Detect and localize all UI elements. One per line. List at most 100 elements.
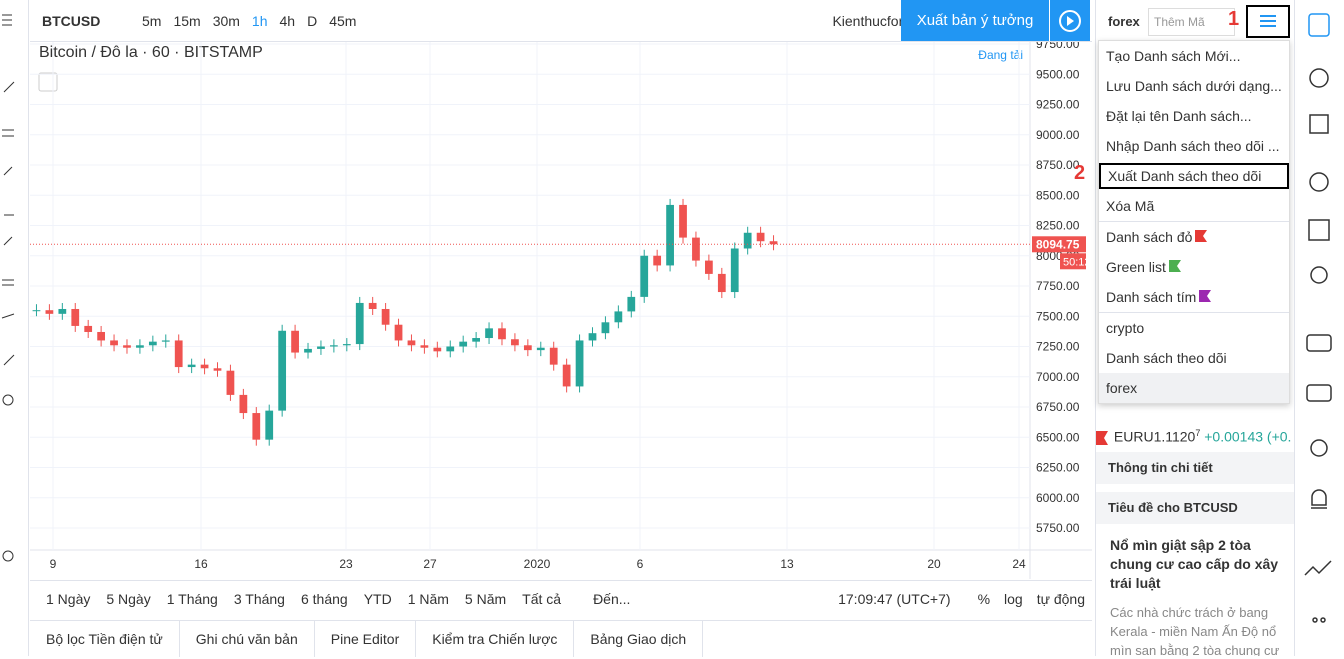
menu-item[interactable]: Xuất Danh sách theo dõi: [1099, 163, 1289, 189]
tool-icons: [1, 14, 15, 562]
menu-item[interactable]: Đặt lại tên Danh sách...: [1099, 101, 1289, 131]
marker: 1: [1228, 8, 1240, 30]
drawing-toolbar: [0, 0, 29, 656]
candle: [110, 340, 118, 346]
scale-option[interactable]: log: [1004, 590, 1023, 607]
menu-item-label: Danh sách đỏ: [1106, 229, 1193, 245]
news-header[interactable]: Tiêu đề cho BTCUSD: [1096, 492, 1294, 524]
tab[interactable]: Pine Editor: [315, 621, 417, 657]
interval[interactable]: 15m: [173, 12, 201, 29]
x-tick-label: 23: [339, 557, 353, 571]
candle: [265, 410, 274, 440]
menu-item-label: forex: [1106, 380, 1138, 396]
watchlist-name[interactable]: forex: [1108, 14, 1140, 29]
interval[interactable]: 30m: [212, 12, 240, 29]
bottom-tabs: Bộ lọc Tiền điện tử Ghi chú văn bản Pine E…: [30, 620, 1092, 657]
candle: [32, 310, 41, 312]
menu-item-label: Xóa Mã: [1106, 198, 1155, 214]
play-button[interactable]: [1050, 0, 1090, 41]
range[interactable]: YTD: [363, 590, 392, 607]
range[interactable]: 1 Ngày: [46, 590, 91, 607]
range[interactable]: 6 tháng: [300, 590, 348, 607]
scale-option[interactable]: tự động: [1036, 590, 1085, 607]
tab[interactable]: Bảng Giao dịch: [574, 621, 704, 657]
menu-item[interactable]: Green list: [1099, 252, 1289, 282]
news-body: Các nhà chức trách ở bang Kerala - miền …: [1110, 605, 1280, 656]
menu-item[interactable]: crypto: [1099, 312, 1289, 343]
range[interactable]: 5 Năm: [464, 590, 507, 607]
range[interactable]: 5 Ngày: [106, 590, 151, 607]
menu-item[interactable]: forex: [1099, 373, 1289, 403]
y-tick-label: 8750.00: [1036, 158, 1080, 172]
candle: [213, 368, 222, 371]
range[interactable]: Tất cả: [522, 590, 562, 607]
menu-item[interactable]: Danh sách đỏ: [1099, 221, 1289, 252]
last-price-box: [1032, 236, 1086, 253]
candle: [239, 394, 248, 414]
watchlist-menu-button[interactable]: [1246, 5, 1290, 38]
range[interactable]: 3 Tháng: [233, 590, 285, 607]
candle: [769, 241, 778, 245]
watchlist-row[interactable]: EURU1.11207 +0.00143 (+0.: [1096, 420, 1294, 446]
menu-item[interactable]: Danh sách theo dõi: [1099, 343, 1289, 373]
menu-item[interactable]: Lưu Danh sách dưới dạng...: [1099, 71, 1289, 101]
candle: [588, 333, 597, 341]
x-tick-label: 27: [423, 557, 437, 571]
top-toolbar: BTCUSD 5m 15m 30m 1h 4h D 45m Kienthucforex: [30, 0, 1092, 42]
x-tick-label: 6: [637, 557, 644, 571]
x-tick-label: 24: [1012, 557, 1026, 571]
candle: [45, 310, 54, 314]
x-tick-label: 16: [194, 557, 208, 571]
range[interactable]: 1 Năm: [407, 590, 449, 607]
marker: 2: [1074, 162, 1086, 184]
menu-item-label: Lưu Danh sách dưới dạng...: [1106, 78, 1282, 94]
layout-name[interactable]: Kienthucforex: [832, 12, 919, 29]
y-tick-label: 6500.00: [1036, 430, 1080, 444]
y-tick-label: 8250.00: [1036, 219, 1080, 233]
headline[interactable]: Nổ mìn giật sập 2 tòa chung cư cao cấp d…: [1110, 537, 1279, 591]
candle: [252, 413, 261, 440]
candle: [123, 345, 131, 348]
interval[interactable]: 5m: [142, 12, 162, 29]
candle: [717, 273, 726, 293]
y-tick-label: 7750.00: [1036, 279, 1080, 293]
candle: [420, 345, 429, 348]
y-tick-label: 6750.00: [1036, 400, 1080, 414]
symbol-input[interactable]: Thêm Mã: [1148, 8, 1235, 36]
x-tick-label: 9: [50, 557, 57, 571]
y-tick-label: 6000.00: [1036, 491, 1080, 505]
countdown-box: [1060, 253, 1086, 270]
publish-button[interactable]: Xuất bản ý tưởng: [901, 0, 1049, 41]
interval[interactable]: 4h: [279, 12, 296, 29]
candle: [97, 331, 105, 341]
tab[interactable]: Bộ lọc Tiền điện tử: [30, 621, 180, 657]
candle: [84, 325, 93, 332]
candle: [291, 330, 299, 353]
price: 1.1120: [1153, 428, 1196, 445]
collapse-button[interactable]: [38, 72, 58, 92]
menu-item[interactable]: Nhập Danh sách theo dõi ...: [1099, 131, 1289, 161]
symbol[interactable]: BTCUSD: [42, 12, 101, 29]
tab[interactable]: Ghi chú văn bản: [180, 621, 315, 657]
menu-item-label: Nhập Danh sách theo dõi ...: [1106, 138, 1280, 154]
tab[interactable]: Kiểm tra Chiến lược: [416, 621, 575, 657]
menu-item[interactable]: Xóa Mã: [1099, 191, 1289, 221]
interval[interactable]: 45m: [329, 12, 357, 29]
candle: [226, 370, 235, 395]
range[interactable]: Đến...: [593, 590, 631, 607]
flag: [1168, 260, 1181, 272]
menu-item-label: Tạo Danh sách Mới...: [1106, 48, 1241, 64]
menu-item[interactable]: Tạo Danh sách Mới...: [1099, 41, 1289, 71]
candle: [511, 339, 519, 346]
menu-item[interactable]: Danh sách tím: [1099, 282, 1289, 312]
candle: [368, 302, 377, 309]
candle: [536, 347, 545, 351]
candle: [459, 341, 468, 347]
interval[interactable]: 1h: [251, 12, 268, 29]
candle: [394, 324, 403, 341]
details-header[interactable]: Thông tin chi tiết: [1096, 452, 1294, 484]
scale-option[interactable]: %: [977, 590, 991, 607]
interval[interactable]: D: [307, 12, 318, 29]
range[interactable]: 1 Tháng: [166, 590, 218, 607]
